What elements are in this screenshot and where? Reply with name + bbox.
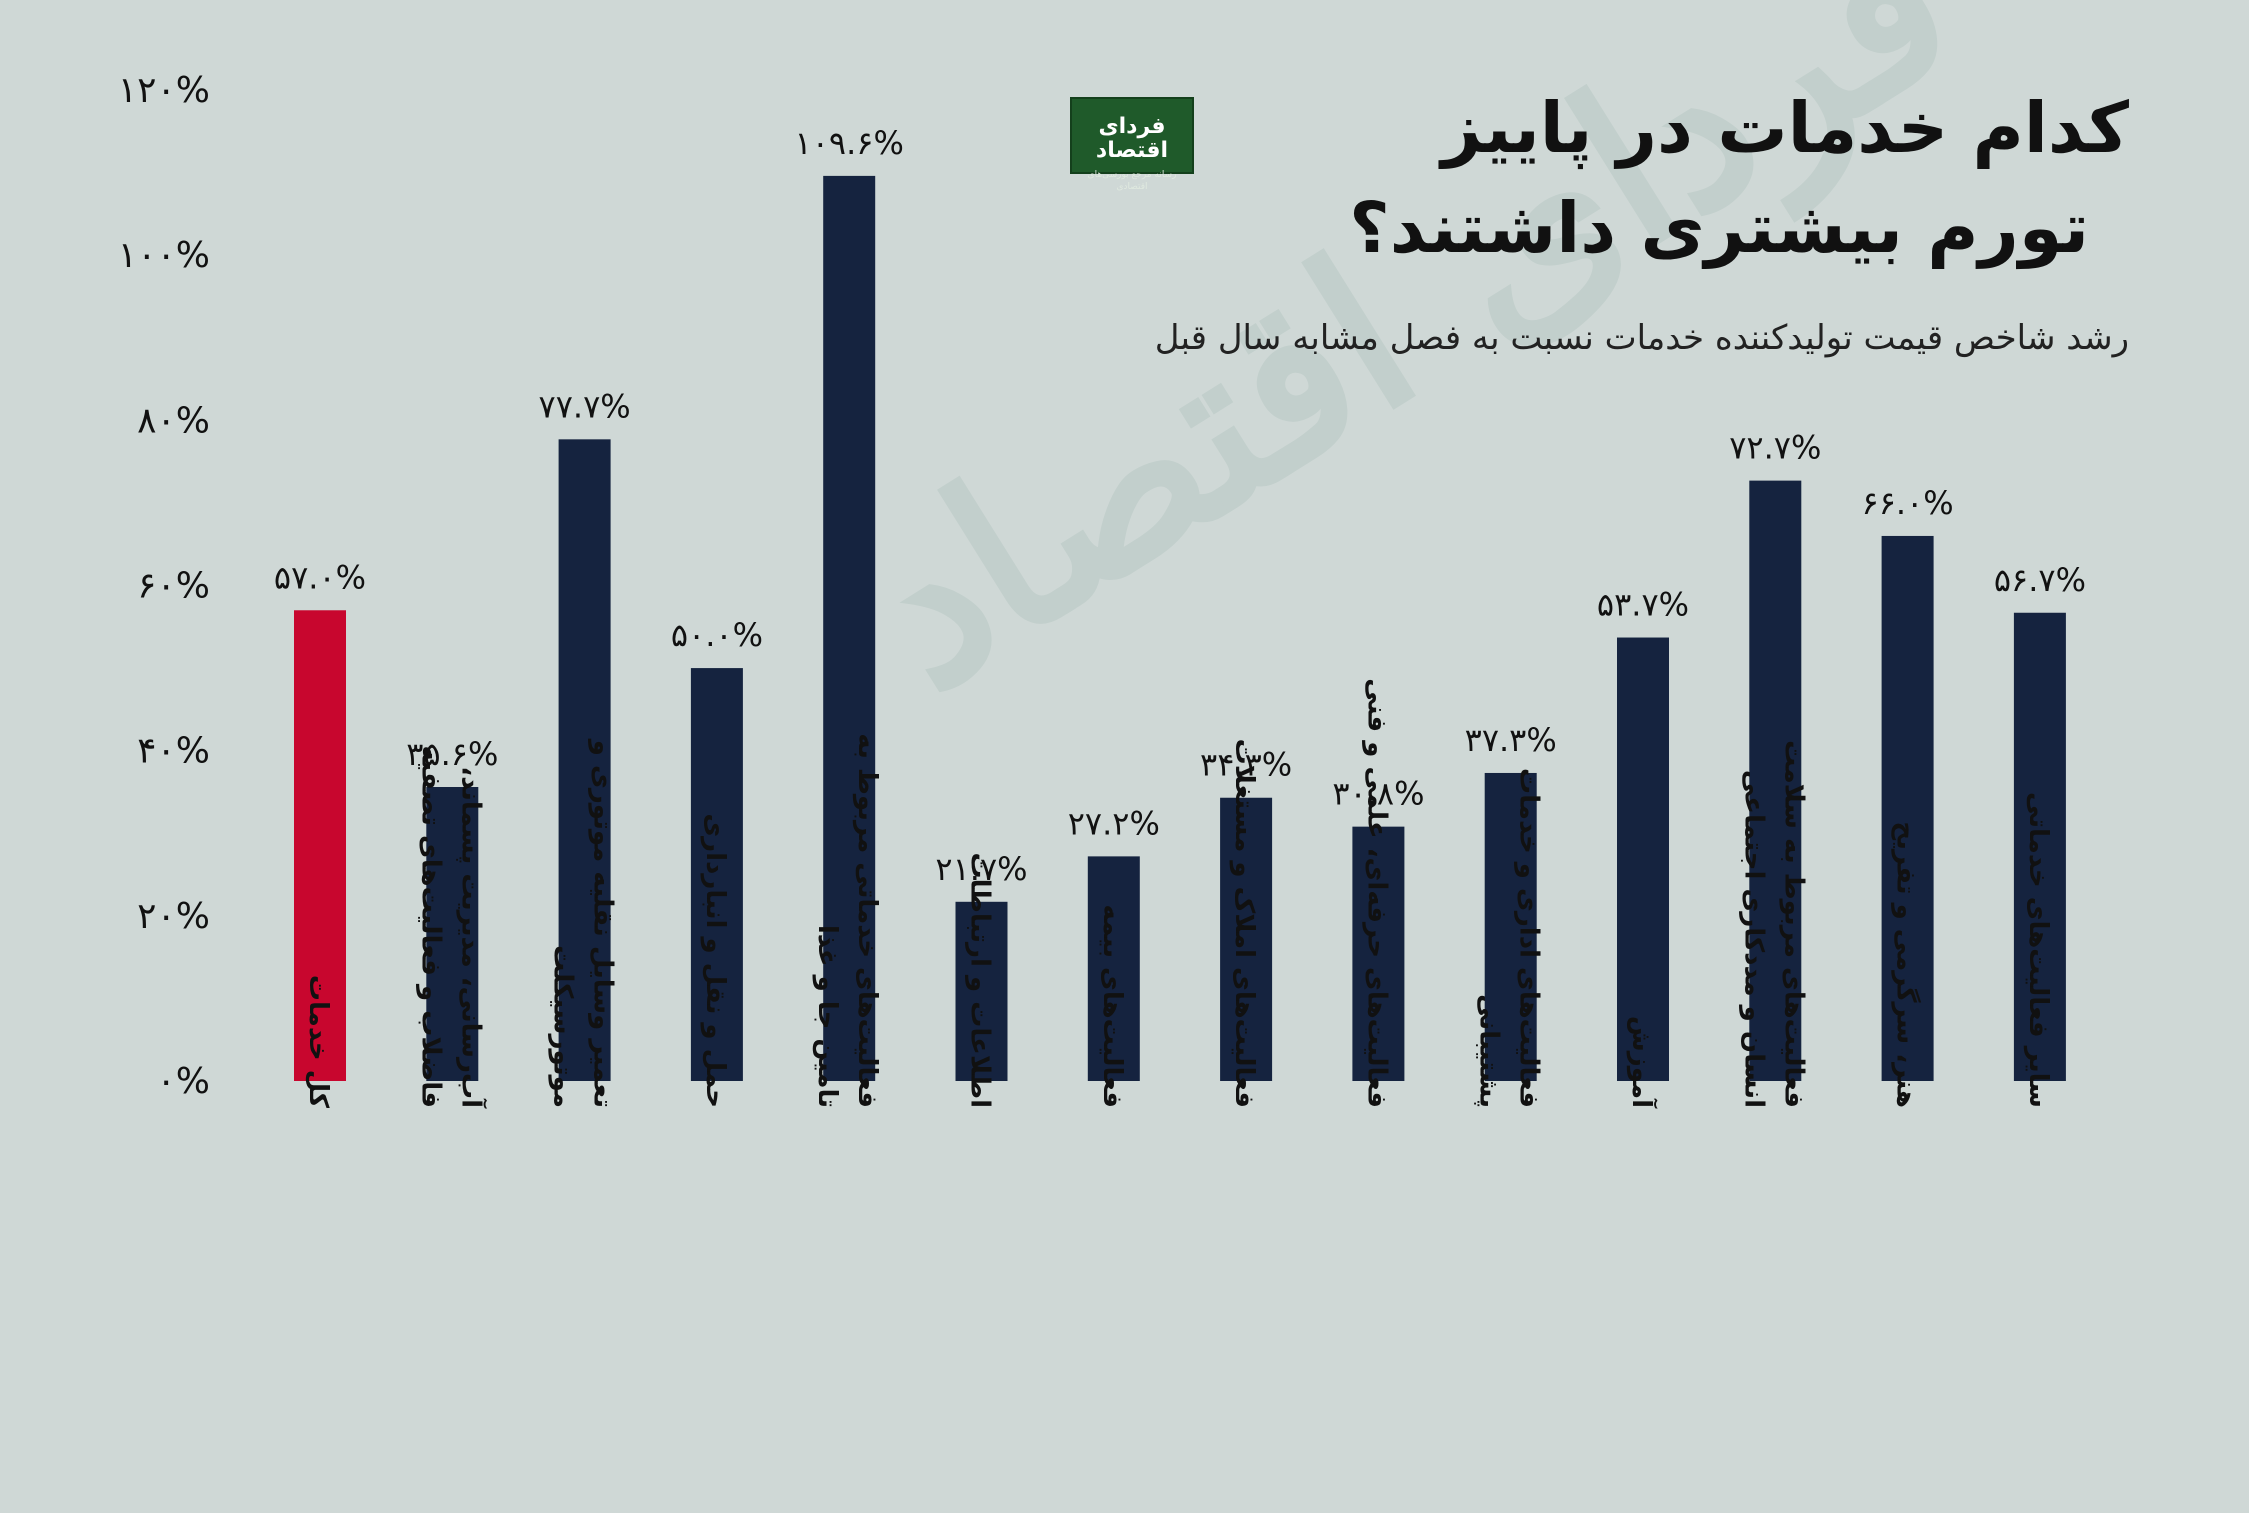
category-label-line: فاضلاب و فعالیت‌های تصفیه (415, 745, 445, 1108)
title-line-1: کدام خدمات در پاییز (1441, 87, 2129, 169)
bar (1087, 856, 1140, 1081)
category-label-line: فعالیت‌های اداری و خدمات (1514, 768, 1544, 1108)
category-label: هنر، سرگرمی و تفریح (1891, 821, 1922, 1108)
bar (955, 901, 1008, 1081)
y-tick-label: ۴۰% (137, 731, 210, 772)
bar (426, 787, 479, 1081)
category-label: فعالیت‌های اداری و خدمات پشتیبانی (1474, 768, 1544, 1108)
value-label: ۵۰.۰% (671, 616, 763, 654)
bar (823, 175, 876, 1082)
y-tick-label: ۸۰% (137, 400, 210, 441)
value-label: ۳۴.۳% (1200, 746, 1292, 784)
category-label: فعالیت‌های مربوط به سلامت انسان و مددکاری… (1738, 740, 1808, 1108)
category-label-line: فعالیت‌های حرفه‌ای، علمی و فنی (1361, 678, 1391, 1108)
category-label-line: فعالیت‌های مربوط به سلامت (1778, 740, 1808, 1108)
bar (1881, 535, 1934, 1081)
value-label: ۵۷.۰% (274, 558, 366, 596)
category-label-line: فعالیت‌های خدماتی مربوط به (852, 733, 882, 1108)
category-label-line: موتورسیکلت (548, 945, 578, 1108)
value-label: ۵۶.۷% (1994, 561, 2086, 599)
value-label: ۳۰.۸% (1332, 775, 1424, 813)
category-label-line: فعالیت‌های املاک و مستغلات (1229, 739, 1259, 1108)
value-label: ۱۰۹.۶% (795, 124, 904, 162)
bar (1220, 797, 1273, 1081)
value-label: ۳۷.۳% (1465, 721, 1557, 759)
category-label-line: کل خدمات (303, 975, 333, 1109)
bar (1352, 826, 1405, 1081)
y-tick-label: ۰% (156, 1061, 210, 1102)
category-label-line: فعالیت‌های بیمه (1097, 904, 1127, 1108)
category-label: تعمیر وسایل نقلیه موتوری و موتورسیکلت (548, 738, 618, 1108)
category-label: فعالیت‌های املاک و مستغلات (1229, 739, 1259, 1108)
logo-tagline: رسانه مرجع بورسی‌های اقتصادی (1087, 170, 1177, 192)
brand-logo: فردای اقتصاد رسانه مرجع بورسی‌های اقتصاد… (1070, 97, 1194, 192)
title-line-2: تورم بیشتری داشتند؟ (1349, 187, 2089, 269)
bar (294, 610, 346, 1081)
category-label-line: هنر، سرگرمی و تفریح (1891, 821, 1922, 1108)
value-label: ۵۳.۷% (1597, 586, 1689, 624)
chart-title: کدام خدمات در پاییز تورم بیشتری داشتند؟ (1029, 78, 2129, 278)
value-label: ۲۷.۲% (1068, 804, 1160, 842)
bar (1749, 480, 1802, 1082)
y-tick-label: ۲۰% (137, 896, 210, 937)
category-label-line: آب‌رسانی، مدیریت پسماند، (455, 766, 487, 1109)
value-label: ۷۲.۷% (1729, 429, 1821, 467)
category-label-line: سایر فعالیت‌های خدماتی (2023, 792, 2053, 1108)
category-label: حمل و نقل و انبارداری (700, 813, 730, 1108)
bar (558, 439, 611, 1081)
bar (2013, 612, 2066, 1081)
value-label: ۶۶.۰% (1862, 484, 1954, 522)
category-label: آموزش (1626, 1016, 1658, 1109)
category-label: کل خدمات (303, 975, 333, 1109)
value-label: ۲۱.۷% (935, 850, 1027, 888)
value-label: ۳۵.۶% (406, 735, 498, 773)
category-label-line: پشتیبانی (1474, 994, 1504, 1108)
y-tick-label: ۱۰۰% (118, 235, 210, 276)
category-label-line: تامین جا و غذا (812, 925, 842, 1108)
category-label-line: آموزش (1626, 1016, 1658, 1109)
logo-name: فردای اقتصاد (1095, 114, 1169, 163)
value-label: ۷۷.۷% (539, 387, 631, 425)
y-tick-label: ۱۲۰% (118, 70, 210, 111)
category-label: فعالیت‌های خدماتی مربوط به تامین جا و غذا (812, 733, 882, 1108)
category-label-line: اطلاعات و ارتباطات (965, 853, 995, 1108)
bar (1617, 637, 1669, 1081)
category-label: فعالیت‌های حرفه‌ای، علمی و فنی (1361, 678, 1391, 1108)
chart-subtitle: رشد شاخص قیمت تولیدکننده خدمات نسبت به ف… (1154, 318, 2129, 358)
category-label-line: تعمیر وسایل نقلیه موتوری و (588, 738, 618, 1108)
category-label: فعالیت‌های بیمه (1097, 904, 1127, 1108)
bar (690, 668, 743, 1081)
category-label: آب‌رسانی، مدیریت پسماند، فاضلاب و فعالیت‌… (415, 745, 487, 1109)
bar (1484, 772, 1537, 1081)
category-label-line: انسان و مددکاری اجتماعی (1738, 770, 1768, 1108)
category-label: اطلاعات و ارتباطات (965, 853, 995, 1108)
category-label-line: حمل و نقل و انبارداری (700, 813, 730, 1108)
y-tick-label: ۶۰% (137, 566, 210, 607)
category-label: سایر فعالیت‌های خدماتی (2023, 792, 2053, 1108)
